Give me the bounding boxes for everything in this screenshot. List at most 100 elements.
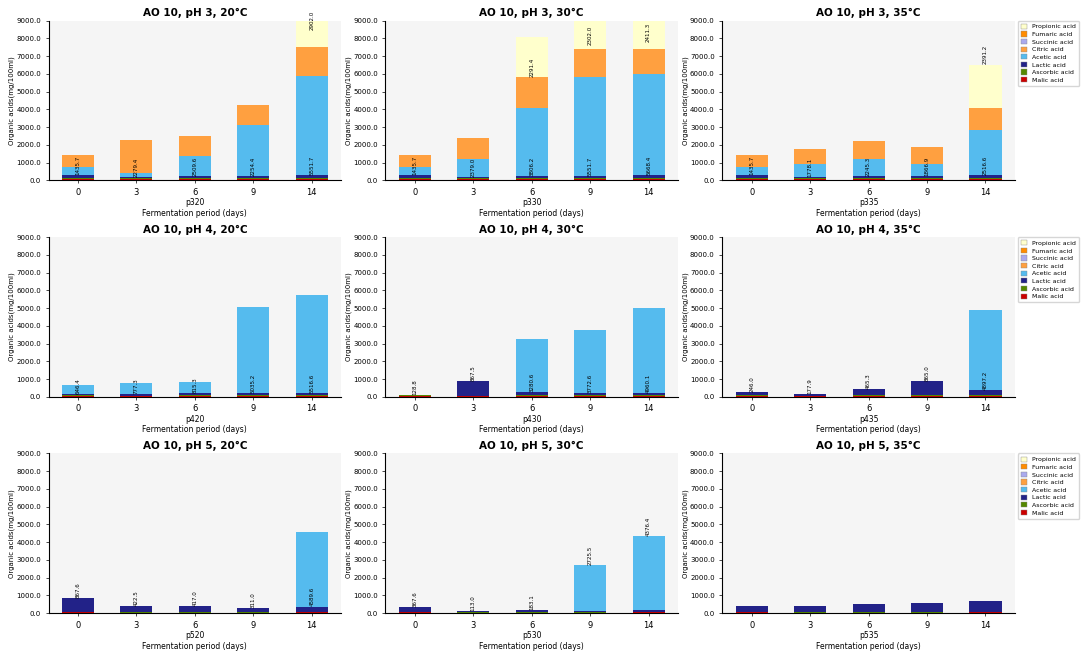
Bar: [574, 9, 607, 49]
Bar: [633, 175, 664, 178]
Bar: [795, 396, 826, 397]
Text: 777.3: 777.3: [134, 378, 139, 393]
Bar: [515, 396, 548, 397]
Bar: [62, 175, 95, 178]
Text: 2411.3: 2411.3: [646, 23, 651, 42]
Text: 2254.4: 2254.4: [251, 156, 255, 175]
Bar: [911, 612, 944, 614]
Bar: [178, 156, 211, 175]
Text: 5551.7: 5551.7: [309, 156, 314, 175]
Bar: [911, 602, 944, 612]
Y-axis label: Organic acids(mg/100ml): Organic acids(mg/100ml): [9, 273, 15, 361]
Bar: [296, 175, 328, 178]
Legend: Propionic acid, Fumaric acid, Succinic acid, Citric acid, Acetic acid, Lactic ac: Propionic acid, Fumaric acid, Succinic a…: [1017, 453, 1079, 519]
Bar: [237, 125, 270, 175]
Title: AO 10, pH 5, 35°C: AO 10, pH 5, 35°C: [816, 441, 921, 451]
Bar: [852, 179, 885, 181]
Bar: [121, 393, 152, 395]
Y-axis label: Organic acids(mg/100ml): Organic acids(mg/100ml): [9, 56, 15, 145]
Text: 815.3: 815.3: [192, 377, 198, 393]
Bar: [574, 611, 607, 612]
Bar: [178, 136, 211, 156]
Bar: [296, 396, 328, 397]
Bar: [121, 179, 152, 181]
Bar: [795, 179, 826, 181]
Text: 5516.6: 5516.6: [309, 374, 314, 393]
Bar: [121, 383, 152, 393]
Text: 2391.2: 2391.2: [983, 45, 988, 65]
Bar: [399, 155, 430, 167]
Text: 865.0: 865.0: [925, 366, 929, 382]
Bar: [633, 393, 664, 395]
Text: 4376.4: 4376.4: [646, 517, 651, 536]
Bar: [574, 179, 607, 181]
Text: 3806.2: 3806.2: [529, 156, 534, 175]
Bar: [574, 612, 607, 614]
Bar: [178, 382, 211, 393]
Bar: [970, 65, 1001, 107]
Bar: [795, 612, 826, 614]
Text: 1435.7: 1435.7: [412, 156, 417, 175]
Bar: [736, 178, 767, 179]
Bar: [911, 164, 944, 175]
X-axis label: p335
Fermentation period (days): p335 Fermentation period (days): [816, 198, 921, 218]
Bar: [178, 175, 211, 178]
Bar: [736, 175, 767, 178]
Text: 2291.4: 2291.4: [529, 57, 534, 77]
Bar: [970, 390, 1001, 395]
Bar: [62, 167, 95, 175]
Bar: [62, 155, 95, 167]
Bar: [574, 77, 607, 175]
Bar: [795, 606, 826, 612]
Bar: [237, 179, 270, 181]
Legend: Propionic acid, Fumaric acid, Succinic acid, Citric acid, Acetic acid, Lactic ac: Propionic acid, Fumaric acid, Succinic a…: [1017, 20, 1079, 86]
Y-axis label: Organic acids(mg/100ml): Organic acids(mg/100ml): [346, 56, 352, 145]
Y-axis label: Organic acids(mg/100ml): Organic acids(mg/100ml): [346, 273, 352, 361]
Bar: [633, 49, 664, 74]
Text: 2279.4: 2279.4: [134, 158, 139, 177]
Text: 4960.1: 4960.1: [646, 374, 651, 393]
Bar: [795, 393, 826, 395]
Bar: [296, 606, 328, 612]
Title: AO 10, pH 3, 35°C: AO 10, pH 3, 35°C: [816, 9, 921, 18]
Bar: [458, 177, 489, 179]
Bar: [736, 612, 767, 614]
Title: AO 10, pH 3, 20°C: AO 10, pH 3, 20°C: [142, 9, 247, 18]
Bar: [237, 105, 270, 125]
Bar: [852, 178, 885, 179]
Bar: [911, 178, 944, 179]
Bar: [237, 178, 270, 179]
Bar: [736, 606, 767, 612]
Bar: [296, 0, 328, 47]
Bar: [970, 175, 1001, 178]
Title: AO 10, pH 4, 20°C: AO 10, pH 4, 20°C: [142, 225, 247, 235]
Bar: [970, 178, 1001, 179]
Title: AO 10, pH 4, 35°C: AO 10, pH 4, 35°C: [816, 225, 921, 235]
Bar: [399, 175, 430, 178]
Bar: [296, 47, 328, 76]
Bar: [633, 179, 664, 181]
Bar: [852, 389, 885, 395]
Bar: [296, 393, 328, 395]
Text: 1435.7: 1435.7: [75, 156, 80, 175]
Bar: [121, 177, 152, 179]
Bar: [399, 612, 430, 614]
Bar: [237, 396, 270, 397]
Bar: [296, 532, 328, 606]
Title: AO 10, pH 3, 30°C: AO 10, pH 3, 30°C: [479, 9, 584, 18]
Bar: [736, 393, 767, 395]
Bar: [970, 130, 1001, 175]
Bar: [399, 396, 430, 397]
Bar: [515, 108, 548, 175]
Text: 2245.3: 2245.3: [866, 156, 871, 175]
Bar: [574, 178, 607, 179]
Text: 422.5: 422.5: [134, 590, 139, 606]
Text: 5551.7: 5551.7: [588, 156, 592, 175]
Bar: [121, 606, 152, 612]
Bar: [178, 178, 211, 179]
Bar: [399, 179, 430, 181]
X-axis label: p530
Fermentation period (days): p530 Fermentation period (days): [479, 631, 584, 650]
Bar: [633, 536, 664, 610]
Text: 5035.2: 5035.2: [251, 374, 255, 393]
Bar: [736, 396, 767, 397]
